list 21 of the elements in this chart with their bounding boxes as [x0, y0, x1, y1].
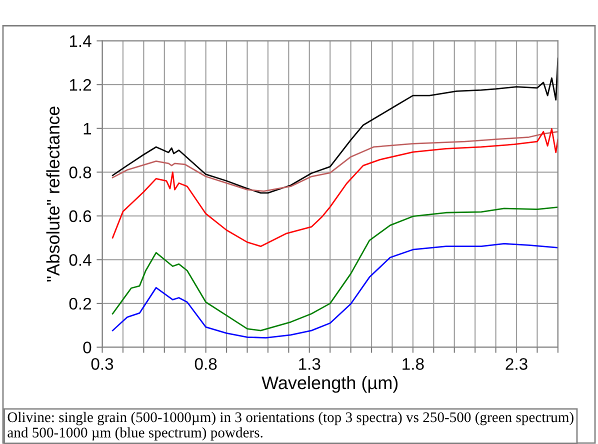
x-tick-label: 1.3	[299, 358, 320, 370]
text: Olivine: single grain (500-1000µm) in 3 orientations (top 3 spectra) vs 250-500 (green spectrum) and 500-1000 µm (blue spectrum) powders.	[8, 412, 574, 440]
y-tick-label: 0.8	[69, 166, 92, 178]
y-tick-label: 0.4	[69, 254, 92, 266]
line-series	[112, 243, 558, 338]
y-tick-label: 1.2	[70, 79, 92, 91]
line-series	[112, 58, 558, 194]
line-series	[112, 128, 558, 248]
x-axis-title: Wavelength (µm)	[262, 376, 398, 393]
x-tick-label: 2.3	[506, 358, 528, 370]
y-tick-label: 0	[83, 342, 92, 354]
y-axis-title: "Absolute" reflectance	[46, 106, 60, 282]
y-tick-label: 1	[84, 122, 92, 134]
y-tick-label: 0.2	[69, 298, 92, 310]
line-series	[112, 206, 558, 332]
x-tick-label: 0.3	[91, 358, 114, 370]
y-tick-label: 0.6	[69, 210, 92, 222]
line-series	[112, 130, 558, 192]
x-tick-label: 0.8	[194, 358, 217, 370]
y-tick-label: 1.4	[70, 35, 92, 47]
x-tick-label: 1.8	[402, 358, 424, 370]
